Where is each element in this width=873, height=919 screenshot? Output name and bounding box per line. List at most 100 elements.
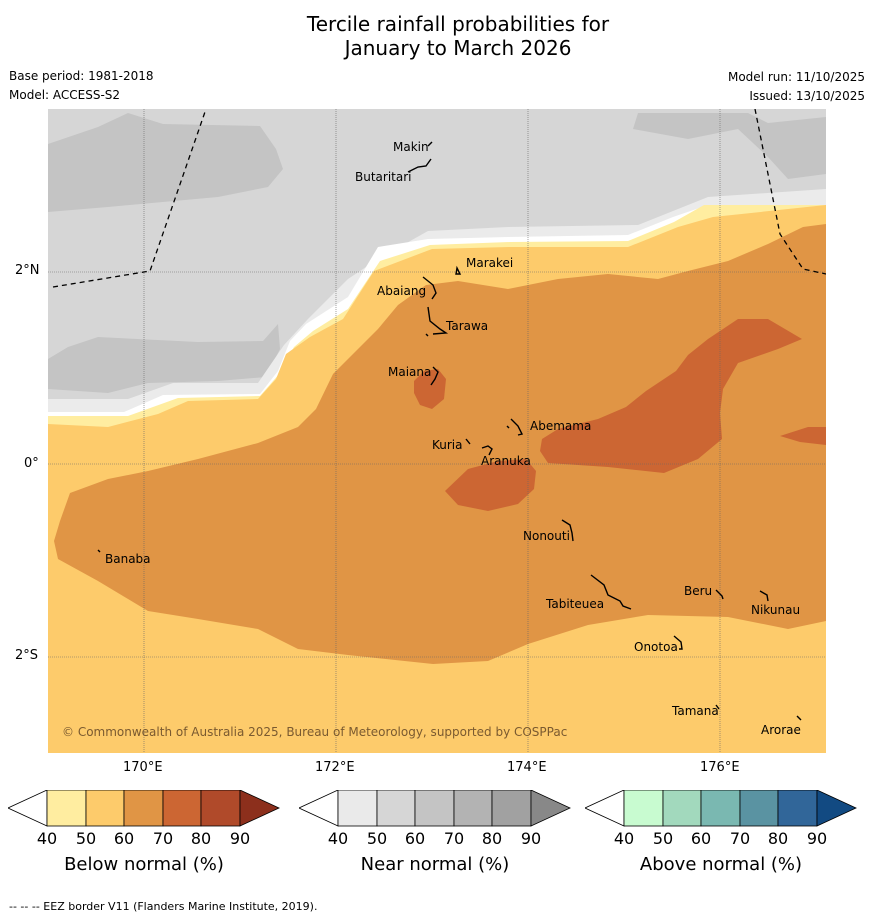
tick-label: 60	[113, 829, 135, 848]
base-period: Base period: 1981-2018	[9, 69, 154, 83]
tick-label: 60	[690, 829, 712, 848]
label-kuria: Kuria	[432, 438, 463, 452]
colorbar-above-bin-80-90	[777, 790, 818, 827]
tick-label: 90	[806, 829, 828, 848]
colorbar-above-bin-50-60	[662, 790, 702, 827]
tick-label: 90	[520, 829, 542, 848]
tamana-island-shape	[715, 704, 720, 710]
nonouti-island-shape	[561, 519, 574, 542]
label-tamana: Tamana	[671, 704, 719, 718]
tick-label: 50	[652, 829, 674, 848]
label-tarawa: Tarawa	[445, 319, 488, 333]
model-run: Model run: 11/10/2025	[727, 70, 865, 84]
colorbar-near-bin-70-80	[453, 790, 493, 827]
label-onotoa: Onotoa	[634, 640, 678, 654]
label-marakei: Marakei	[466, 256, 513, 270]
tick-label: 80	[767, 829, 789, 848]
label-abaiang: Abaiang	[377, 284, 426, 298]
colorbar-above-under	[585, 790, 625, 827]
tick-label: 50	[366, 829, 388, 848]
below-normal-70-patch-maiana	[414, 369, 446, 409]
label-abemama: Abemama	[530, 419, 591, 433]
banaba-island-shape	[97, 549, 101, 553]
lon-label-170e: 170°E	[123, 760, 163, 775]
colorbar-above-title: Above normal (%)	[639, 854, 803, 875]
colorbar-below-title: Below normal (%)	[64, 854, 224, 875]
onotoa-island-shape	[673, 635, 683, 650]
colorbar-below-normal	[8, 790, 280, 827]
abemama-islet-shape	[506, 425, 510, 429]
below-normal-70-patch-east	[540, 319, 802, 473]
makin-island-shape	[427, 141, 433, 147]
lat-label-2n: 2°N	[15, 263, 40, 278]
place-labels: Makin Butaritari Marakei Abaiang Tarawa …	[105, 140, 801, 737]
colorbar-near-bin-80-90	[491, 790, 532, 827]
butaritari-island-shape	[407, 158, 432, 173]
below-normal-60-region	[54, 224, 826, 664]
label-tabiteuea: Tabiteuea	[545, 597, 604, 611]
label-beru: Beru	[684, 584, 712, 598]
colorbar-near-title: Near normal (%)	[360, 854, 510, 875]
label-butaritari: Butaritari	[355, 170, 412, 184]
tick-label: 70	[152, 829, 174, 848]
graticule	[48, 109, 826, 753]
title-line-1: Tercile rainfall probabilities for	[306, 12, 610, 36]
label-nonouti: Nonouti	[523, 529, 570, 543]
tick-label: 90	[229, 829, 251, 848]
lon-label-176e: 176°E	[700, 760, 740, 775]
aranuka-island-shape	[481, 445, 493, 456]
lon-label-174e: 174°E	[507, 760, 547, 775]
tarawa-south-shape	[425, 333, 429, 337]
eez-footnote: -- -- -- EEZ border V11 (Flanders Marine…	[9, 900, 318, 913]
label-banaba: Banaba	[105, 552, 151, 566]
colorbar-below-bin-80-90	[200, 790, 241, 827]
near-normal-60-region-east	[633, 113, 826, 179]
tick-label: 80	[481, 829, 503, 848]
colorbar-below-bin-70-80	[162, 790, 202, 827]
tick-label: 40	[613, 829, 635, 848]
colorbar-above-normal	[585, 790, 857, 827]
tick-label: 70	[729, 829, 751, 848]
label-aranuka: Aranuka	[481, 454, 531, 468]
colorbar-above-over	[816, 790, 857, 827]
colorbar-below-under	[8, 790, 48, 827]
tick-label: 70	[443, 829, 465, 848]
colorbar-below-bin-50-60	[85, 790, 125, 827]
lon-label-172e: 172°E	[315, 760, 355, 775]
maiana-island-shape	[430, 366, 439, 386]
colorbar-near-bin-60-70	[414, 790, 455, 827]
abemama-island-shape	[510, 418, 524, 436]
colorbar-below-over	[239, 790, 280, 827]
colorbar-above-bin-70-80	[739, 790, 779, 827]
colorbar-above-bin-40-50	[623, 790, 664, 827]
marakei-island-shape	[455, 265, 462, 275]
label-maiana: Maiana	[388, 365, 431, 379]
copyright-notice: © Commonwealth of Australia 2025, Bureau…	[62, 725, 567, 739]
title-line-2: January to March 2026	[344, 36, 572, 60]
lat-label-0: 0°	[24, 456, 39, 471]
beru-island-shape	[715, 589, 724, 600]
lat-label-2s: 2°S	[15, 648, 39, 663]
colorbar-near-over	[530, 790, 571, 827]
colorbar-near-under	[299, 790, 339, 827]
tick-label: 60	[404, 829, 426, 848]
near-normal-60-region-west	[48, 113, 283, 212]
rainfall-map: Makin Butaritari Marakei Abaiang Tarawa …	[48, 109, 826, 753]
colorbar-below-bin-60-70	[123, 790, 164, 827]
tick-label: 50	[75, 829, 97, 848]
colorbar-above-bin-60-70	[700, 790, 741, 827]
label-arorae: Arorae	[761, 723, 801, 737]
arorae-island-shape	[796, 715, 802, 721]
tick-label: 80	[190, 829, 212, 848]
label-makin: Makin	[393, 140, 429, 154]
kuria-island-shape	[465, 438, 471, 445]
colorbar-below-bin-40-50	[46, 790, 87, 827]
nikunau-island-shape	[759, 590, 769, 602]
near-normal-60-region-south	[48, 324, 280, 393]
issued-date: Issued: 13/10/2025	[749, 89, 865, 103]
below-normal-70-patch-edge	[780, 427, 826, 445]
colorbar-near-normal	[299, 790, 571, 827]
tabiteuea-island-shape	[590, 574, 632, 610]
below-normal-70-patch-kuria	[445, 459, 536, 511]
tick-label: 40	[327, 829, 349, 848]
